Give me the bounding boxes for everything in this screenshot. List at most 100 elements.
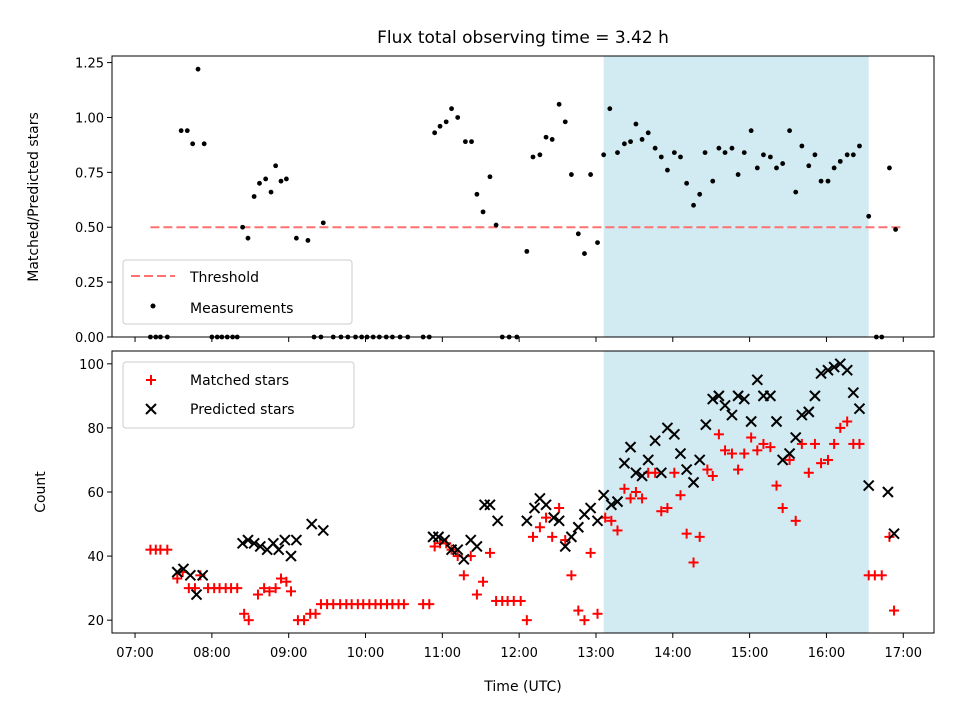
- legend-measurements-swatch: [150, 303, 156, 309]
- matched-star-point: [554, 503, 565, 514]
- measurement-point: [893, 227, 898, 232]
- measurement-point: [887, 165, 892, 171]
- matched-star-point: [752, 445, 763, 456]
- predicted-star-point: [882, 486, 894, 498]
- highlight-span-top: [603, 56, 869, 337]
- measurement-point: [201, 141, 207, 147]
- matched-star-point: [458, 570, 469, 581]
- measurement-point: [761, 152, 766, 158]
- x-tick-label: 11:00: [424, 646, 461, 661]
- matched-star-point: [876, 570, 887, 581]
- x-tick-label: 08:00: [193, 646, 230, 661]
- predicted-star-point: [770, 415, 783, 428]
- predicted-star-point: [553, 515, 565, 527]
- measurement-point: [729, 145, 735, 151]
- measurement-point: [825, 178, 831, 184]
- matched-star-point: [585, 547, 596, 558]
- matched-star-point: [784, 454, 795, 465]
- predicted-star-point: [438, 534, 451, 546]
- measurement-point: [774, 165, 779, 171]
- matched-star-point: [739, 448, 750, 459]
- matched-star-point: [803, 467, 814, 478]
- predicted-star-point: [719, 399, 731, 412]
- measurement-point: [184, 128, 190, 134]
- matched-star-point: [259, 583, 270, 594]
- matched-star-point: [515, 595, 526, 606]
- measurement-point: [741, 150, 747, 155]
- measurement-point: [818, 178, 824, 184]
- predicted-star-point: [572, 521, 585, 533]
- legend-matched-swatch: [146, 375, 156, 385]
- measurement-point: [268, 189, 274, 195]
- bottom-y-axis-label: Count: [33, 471, 49, 513]
- top-x-ticks: [134, 337, 904, 342]
- measurement-point: [748, 128, 754, 134]
- measurement-point: [443, 119, 449, 125]
- measurement-point: [543, 134, 549, 140]
- measurement-point: [722, 150, 728, 155]
- bottom-panel-marks: [145, 358, 900, 626]
- matched-star-point: [606, 515, 617, 526]
- measurement-point: [735, 172, 741, 177]
- legend-threshold-label: Threshold: [189, 270, 259, 286]
- predicted-star-point: [521, 515, 533, 527]
- measurement-point: [530, 154, 536, 160]
- y-tick-label: 100: [79, 358, 104, 373]
- measurement-point: [665, 167, 670, 173]
- matched-star-point: [809, 438, 820, 449]
- predicted-star-point: [809, 390, 821, 402]
- measurement-point: [710, 178, 716, 184]
- predicted-star-point: [655, 467, 667, 479]
- measurement-point: [537, 152, 543, 158]
- measurement-point: [857, 143, 862, 149]
- matched-star-point: [771, 480, 782, 491]
- measurement-point: [702, 150, 708, 155]
- measurement-point: [806, 163, 812, 169]
- measurement-point: [831, 165, 837, 171]
- measurement-point: [684, 180, 690, 186]
- measurement-point: [245, 235, 251, 241]
- measurement-point: [601, 152, 607, 158]
- measurement-point: [812, 152, 818, 158]
- matched-star-point: [713, 429, 724, 440]
- predicted-star-point: [726, 409, 738, 421]
- highlight-span-rect: [603, 56, 869, 337]
- predicted-star-point: [272, 543, 285, 556]
- measurement-point: [178, 128, 184, 134]
- matched-star-point: [637, 493, 648, 504]
- top-y-axis: 0.00 0.25 0.50 0.75 1.00 1.25: [75, 57, 112, 346]
- predicted-star-point: [605, 499, 618, 511]
- top-y-axis-label: Matched/Predicted stars: [26, 112, 42, 282]
- legend-measurements-label: Measurements: [190, 301, 293, 317]
- measurement-point: [487, 174, 493, 180]
- measurement-point: [455, 115, 461, 120]
- y-tick-label: 60: [87, 486, 104, 501]
- predicted-star-point: [649, 435, 661, 447]
- matched-star-point: [484, 547, 495, 558]
- predicted-star-point: [242, 534, 254, 546]
- x-tick-label: 07:00: [116, 646, 153, 661]
- measurement-point: [866, 213, 872, 219]
- measurement-point: [588, 172, 594, 177]
- measurement-point: [639, 137, 645, 142]
- y-tick-label: 1.25: [75, 57, 104, 72]
- predicted-star-point: [285, 550, 297, 562]
- matched-star-point: [162, 544, 173, 555]
- matched-star-point: [650, 467, 661, 478]
- y-tick-label: 80: [87, 422, 104, 437]
- predicted-star-point: [713, 390, 725, 402]
- measurement-point: [320, 220, 326, 226]
- y-tick-label: 20: [87, 614, 104, 629]
- measurement-point: [658, 154, 664, 160]
- measurement-point: [469, 139, 474, 145]
- predicted-star-point: [888, 527, 900, 540]
- predicted-star-point: [458, 553, 470, 566]
- predicted-star-point: [642, 454, 654, 466]
- predicted-star-point: [528, 502, 541, 514]
- measurement-point: [273, 163, 279, 169]
- matched-star-point: [669, 467, 680, 478]
- matched-star-point: [835, 422, 846, 433]
- matched-star-point: [681, 528, 692, 539]
- measurement-point: [283, 176, 289, 182]
- predicted-star-point: [853, 402, 866, 415]
